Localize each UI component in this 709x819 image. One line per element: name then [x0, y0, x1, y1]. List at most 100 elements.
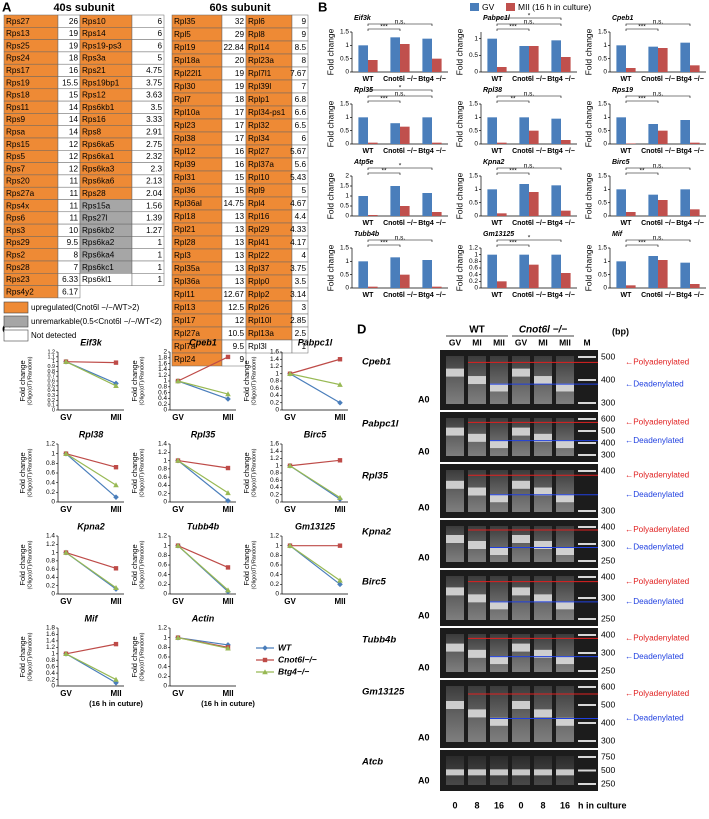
fold-value: 8.5	[295, 43, 307, 52]
marker-size: 300	[601, 592, 615, 602]
y-axis-label: Fold change	[583, 100, 593, 147]
lane-label: MII	[493, 337, 505, 347]
y-tick-label: 1	[474, 114, 478, 121]
fold-value: 11	[70, 189, 79, 198]
y-axis-label: Fold change	[454, 244, 464, 291]
ladder-band	[578, 634, 596, 636]
marker-size: 250	[601, 665, 615, 675]
x-tick-label: WT	[621, 76, 633, 83]
ladder-band	[578, 526, 596, 528]
bar	[648, 256, 658, 288]
gel-smear	[512, 576, 530, 620]
significance-bracket	[496, 100, 530, 103]
y-tick-label: 0.8	[46, 460, 55, 467]
marker-size: 600	[601, 413, 615, 423]
x-tick-label: GV	[284, 413, 296, 422]
y-axis-label: Fold change	[325, 244, 335, 291]
y-tick-label: 0	[345, 141, 349, 148]
gene-label: Rpl35	[362, 471, 389, 482]
series-line	[65, 551, 117, 569]
y-tick-label: 0.5	[340, 55, 349, 62]
gene-name: Rps5	[6, 152, 26, 161]
y-tick-label: 0.2	[47, 398, 55, 404]
fold-value: 9.5	[67, 238, 79, 247]
ladder-band	[578, 722, 596, 724]
gene-label: Tubb4b	[362, 635, 396, 646]
poly-label: ←Polyadenylated	[625, 525, 690, 534]
gel-band	[468, 487, 486, 496]
significance-bracket	[367, 239, 433, 242]
bar	[680, 42, 690, 72]
a0-label: A0	[418, 775, 430, 785]
y-tick-label: 1	[163, 457, 167, 464]
chart-title: Atp5e	[353, 159, 374, 166]
y-tick-label: 1	[163, 634, 167, 641]
a0-label: A0	[418, 446, 430, 456]
chart-title: Eif3k	[80, 337, 103, 347]
gel-smear	[446, 634, 464, 672]
point	[225, 497, 231, 504]
significance-label: n.s.	[653, 235, 664, 242]
x-tick-label: Btg4 −/−	[418, 148, 446, 155]
lane-label: GV	[449, 337, 462, 347]
fold-value: 16	[235, 160, 245, 169]
gene-name: Rpl12	[174, 147, 196, 156]
y-tick-label: 1.6	[158, 360, 167, 367]
x-tick-label: MII	[110, 597, 121, 606]
point	[175, 542, 181, 548]
poly-label: ←Polyadenylated	[625, 470, 690, 479]
y-tick-label: 0.5	[47, 383, 55, 389]
y-tick-label: 0.4	[46, 574, 55, 581]
chart-title: Mif	[612, 231, 623, 238]
gel-band	[512, 427, 530, 436]
gel-band	[490, 383, 508, 392]
fold-value: 17	[235, 108, 245, 117]
gene-name: Rps16	[82, 115, 106, 124]
bar	[648, 124, 658, 144]
gel-smear	[512, 526, 530, 562]
legend-swatch	[470, 3, 479, 11]
fold-value: 2.85	[290, 316, 306, 325]
bar	[400, 126, 410, 144]
ladder-band	[578, 769, 596, 772]
gel-band	[446, 587, 464, 596]
unit-label: (bp)	[612, 326, 629, 336]
gene-name: Rps25	[6, 41, 30, 50]
x-tick-label: Btg4 −/−	[547, 220, 575, 227]
gel-band	[534, 709, 552, 718]
y-tick-label: 0.4	[270, 392, 279, 399]
y-tick-label: 0.2	[270, 491, 279, 498]
y-axis-label: (Oligo(dT)/Random)	[139, 356, 145, 405]
bar	[690, 284, 700, 288]
series-line	[177, 459, 229, 469]
y-tick-label: 0.1	[47, 403, 55, 409]
y-tick-label: 1	[345, 258, 349, 265]
bar	[358, 45, 368, 72]
bar	[616, 189, 626, 216]
gel-band	[512, 701, 530, 709]
gel-band	[446, 480, 464, 489]
y-tick-label: 1.5	[469, 101, 478, 108]
y-tick-label: 1.4	[46, 638, 55, 645]
y-tick-label: 1.5	[340, 183, 349, 190]
panel-label: A	[2, 0, 12, 14]
y-tick-label: 0.2	[46, 582, 55, 589]
significance-bracket	[367, 89, 433, 92]
series-line	[289, 465, 341, 499]
y-tick-label: 2	[163, 349, 167, 356]
point	[113, 482, 119, 488]
gene-name: Rpl6	[248, 17, 265, 26]
y-tick-label: 0.2	[270, 581, 279, 588]
gene-name: Rpl39l	[248, 82, 271, 91]
gene-name: Rps19-ps3	[82, 41, 122, 50]
fold-value: 1	[157, 275, 162, 284]
point	[337, 581, 343, 588]
y-axis-label: Fold change	[325, 172, 335, 219]
series-line	[177, 637, 229, 649]
fold-value: 9	[239, 355, 244, 364]
y-tick-label: 1	[275, 370, 279, 377]
bar	[432, 286, 442, 288]
gel-smear	[556, 356, 574, 404]
y-tick-label: 0	[51, 683, 55, 690]
series-line	[177, 545, 229, 568]
